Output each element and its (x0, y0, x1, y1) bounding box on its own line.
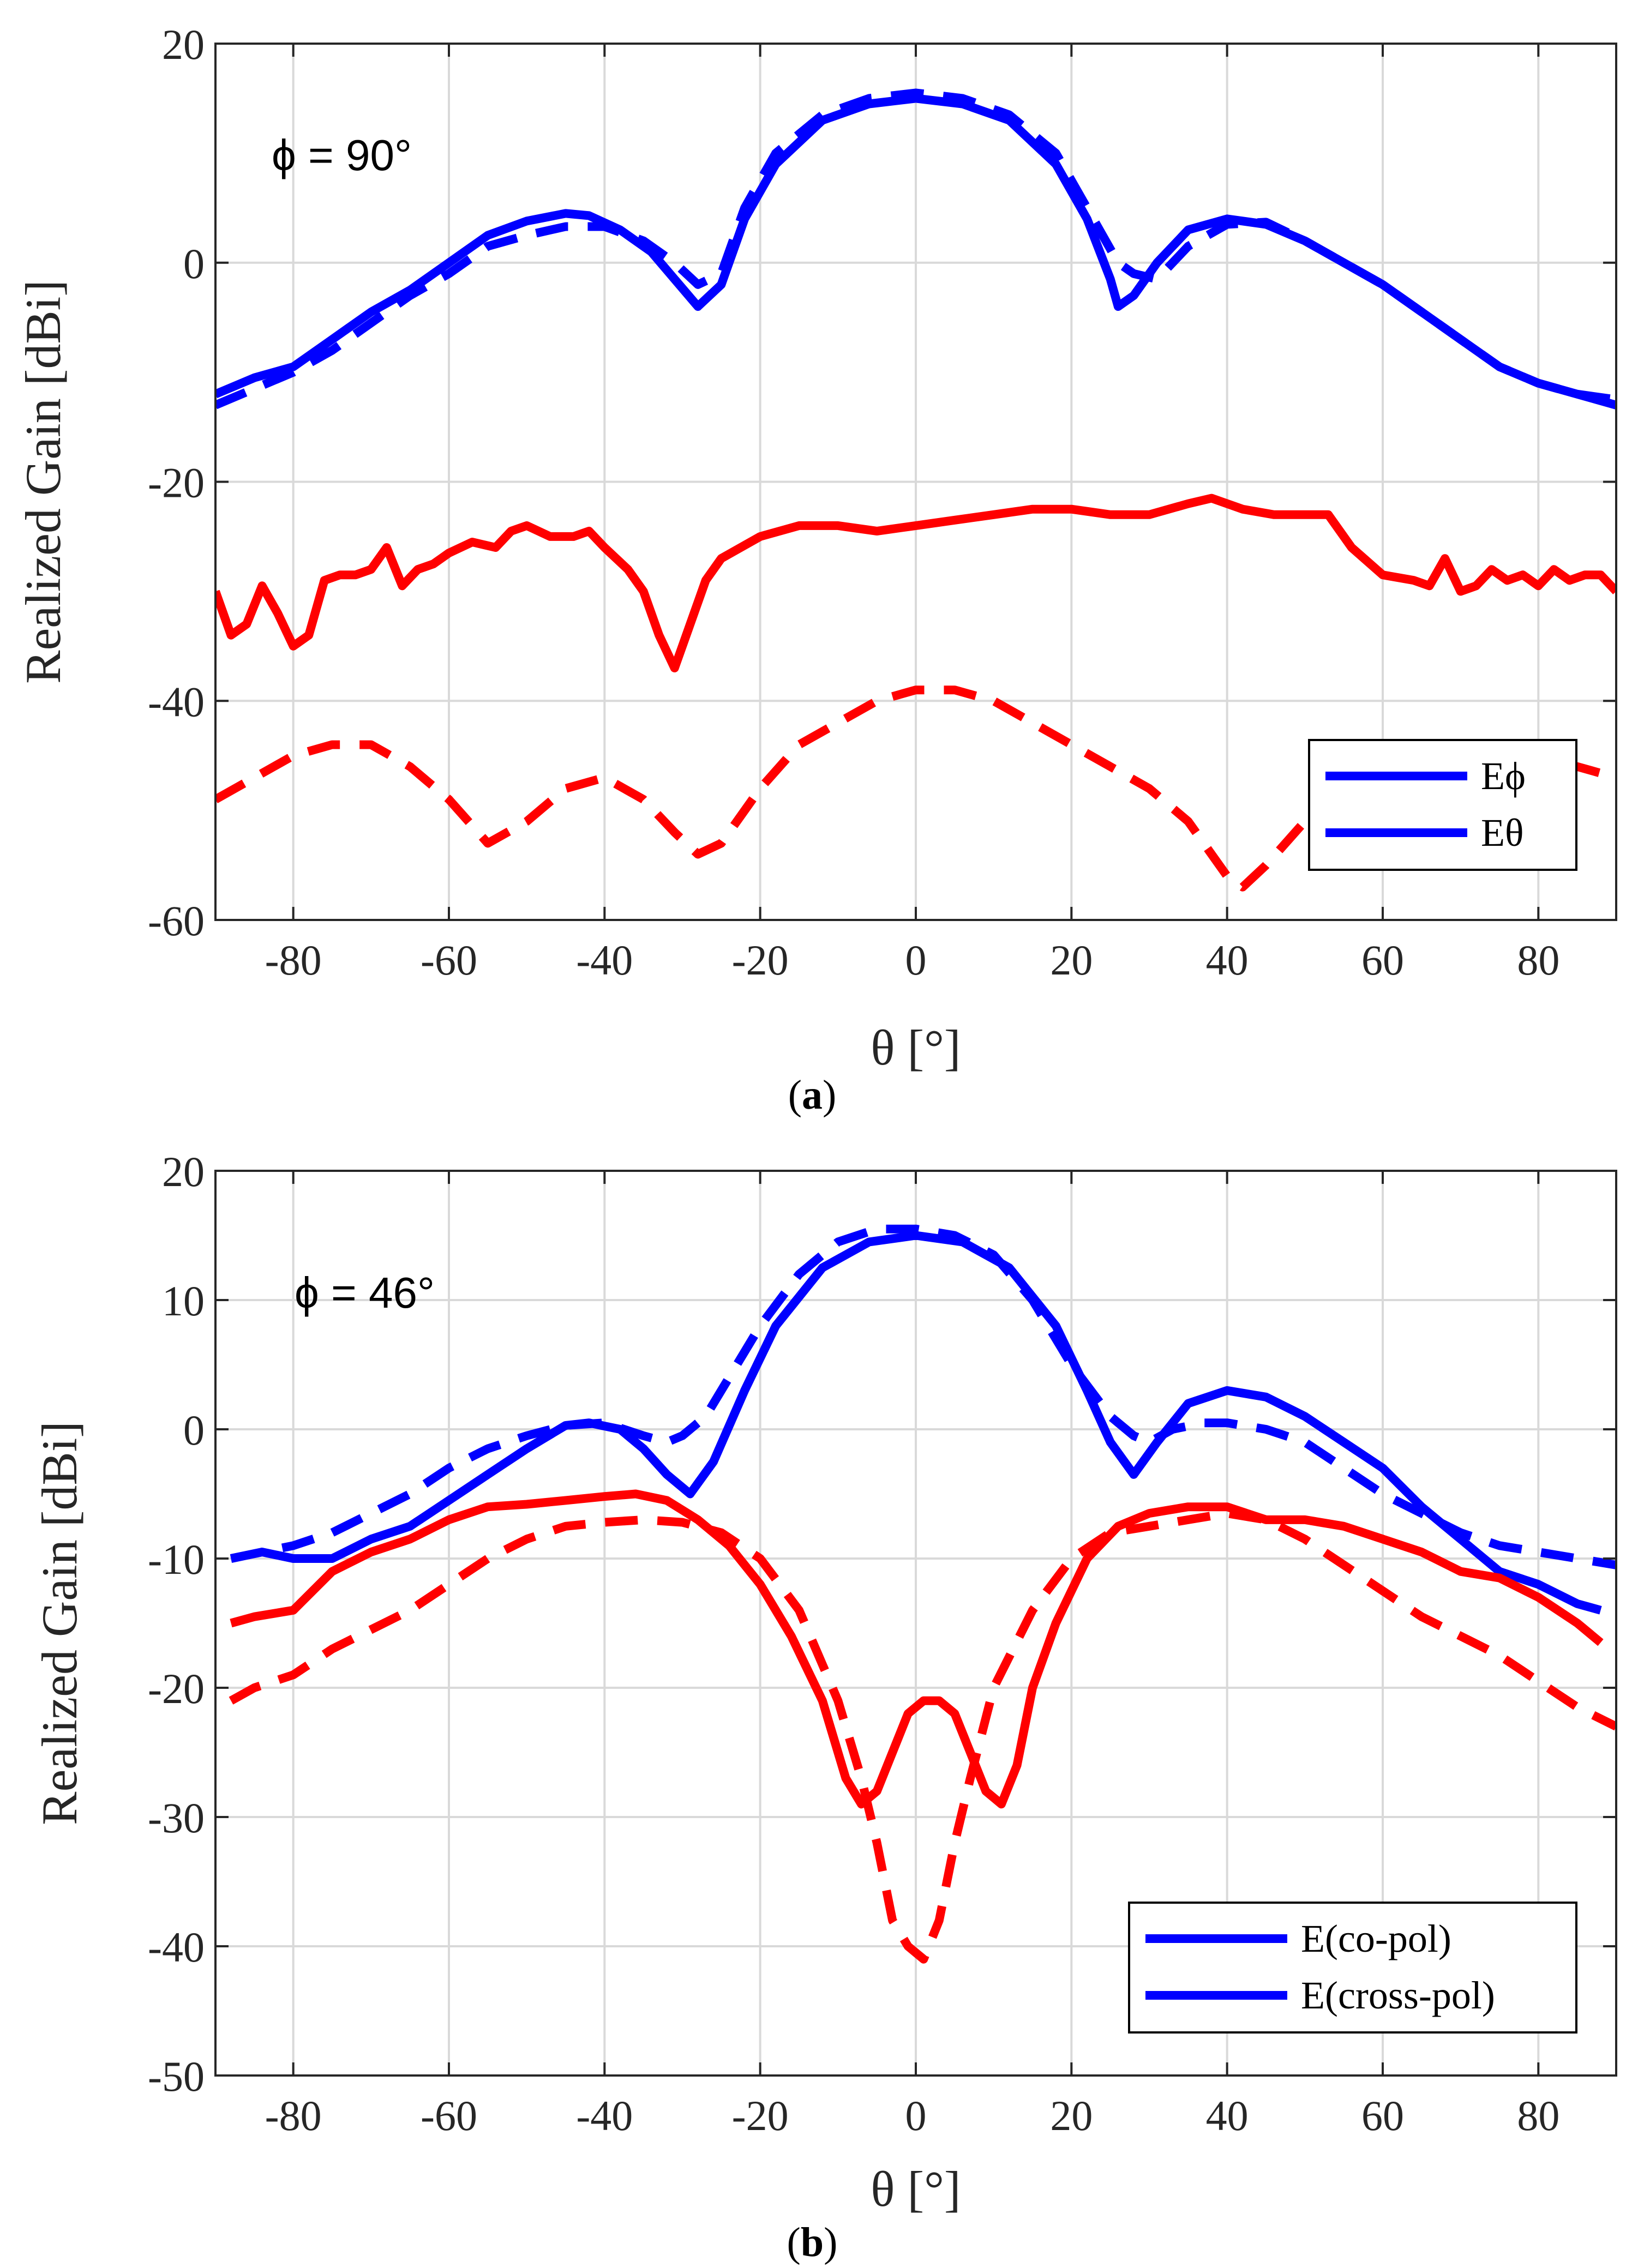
y-tick-label: -60 (148, 897, 205, 945)
y-tick-label: -30 (148, 1794, 205, 1842)
y-tick-label: 10 (162, 1277, 205, 1325)
caption-close-paren: ) (823, 1072, 836, 1118)
y-tick-label: 20 (162, 21, 205, 68)
legend-label-0: E(co-pol) (1301, 1917, 1451, 1960)
y-tick-label: -20 (148, 459, 205, 507)
x-tick-label: 60 (1361, 936, 1404, 984)
x-tick-label: -60 (421, 2092, 477, 2139)
x-tick-label: 80 (1517, 2092, 1559, 2139)
legend-label-1: Eθ (1481, 811, 1523, 855)
series-line-3 (229, 1509, 1616, 1964)
y-tick-label: -20 (148, 1665, 205, 1712)
y-tick-label: 0 (183, 1406, 205, 1454)
legend-box (1128, 1902, 1577, 2034)
caption-close-paren: ) (824, 2219, 837, 2265)
y-tick-label: 20 (162, 1148, 205, 1195)
x-tick-label: -80 (265, 2092, 322, 2139)
x-tick-label: -20 (732, 936, 789, 984)
series-line-1 (230, 1224, 1616, 1569)
series-line-2 (230, 1489, 1604, 1809)
x-tick-label: 20 (1050, 936, 1093, 984)
x-tick-label: -40 (576, 936, 633, 984)
y-tick-label: -10 (148, 1536, 205, 1583)
y-tick-label: -40 (148, 1923, 205, 1971)
x-tick-label: 60 (1361, 2092, 1404, 2139)
phi-annotation: ϕ = 46° (295, 1268, 435, 1317)
legend-label-0: Eϕ (1481, 754, 1526, 798)
x-tick-label: 0 (905, 2092, 927, 2139)
x-tick-label: 40 (1206, 936, 1249, 984)
legend-box (1308, 739, 1577, 871)
y-axis-label: Realized Gain [dBi] (15, 280, 71, 684)
x-tick-label: -60 (421, 936, 477, 984)
legend-label-1: E(cross-pol) (1301, 1974, 1495, 2017)
y-tick-label: -40 (148, 678, 205, 725)
x-tick-label: -80 (265, 936, 322, 984)
phi-annotation: ϕ = 90° (272, 131, 412, 179)
x-axis-label: θ [°] (871, 2161, 961, 2217)
series-line-2 (215, 494, 1616, 672)
caption-letter: a (802, 1072, 823, 1118)
x-tick-label: 80 (1517, 936, 1559, 984)
y-axis-label: Realized Gain [dBi] (32, 1421, 87, 1825)
x-tick-label: 40 (1206, 2092, 1249, 2139)
x-tick-label: -40 (576, 2092, 633, 2139)
series-line-0 (230, 1231, 1602, 1615)
caption-open-paren: ( (787, 2219, 801, 2265)
series-line-1 (215, 88, 1616, 410)
caption-open-paren: ( (788, 1072, 802, 1118)
figure-caption: (a) (788, 1072, 837, 1118)
figure-caption: (b) (787, 2219, 838, 2265)
x-tick-label: 0 (905, 936, 927, 984)
y-tick-label: 0 (183, 240, 205, 287)
x-tick-label: 20 (1050, 2092, 1093, 2139)
x-axis-label: θ [°] (871, 1020, 961, 1075)
x-tick-label: -20 (732, 2092, 789, 2139)
caption-letter: b (801, 2219, 824, 2265)
y-tick-label: -50 (148, 2053, 205, 2100)
